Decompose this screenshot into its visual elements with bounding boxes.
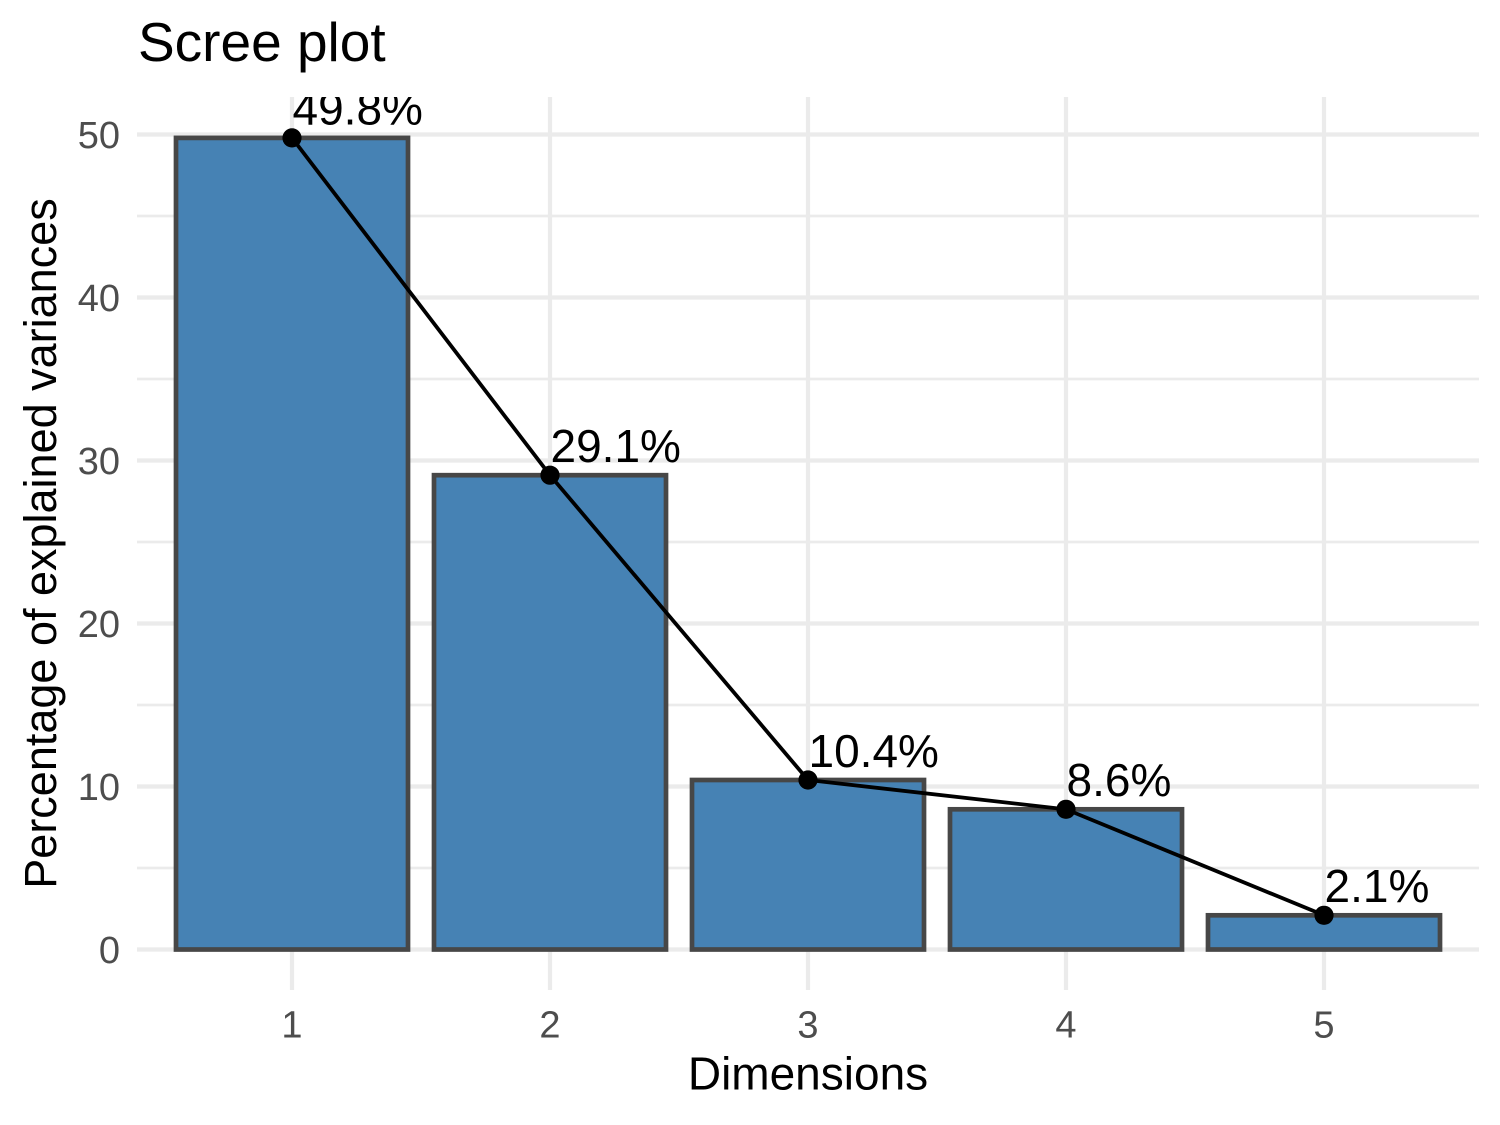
- svg-text:2.1%: 2.1%: [1325, 860, 1430, 912]
- svg-text:1: 1: [281, 1005, 302, 1047]
- svg-text:Scree plot: Scree plot: [138, 11, 386, 73]
- svg-text:Dimensions: Dimensions: [688, 1048, 928, 1100]
- svg-text:10.4%: 10.4%: [809, 725, 939, 777]
- svg-text:50: 50: [78, 115, 120, 157]
- svg-text:10: 10: [78, 767, 120, 809]
- svg-text:4: 4: [1055, 1005, 1076, 1047]
- svg-text:49.8%: 49.8%: [293, 83, 423, 135]
- svg-text:30: 30: [78, 441, 120, 483]
- svg-text:8.6%: 8.6%: [1067, 754, 1172, 806]
- svg-text:3: 3: [797, 1005, 818, 1047]
- svg-text:5: 5: [1313, 1005, 1334, 1047]
- svg-text:2: 2: [539, 1005, 560, 1047]
- svg-text:29.1%: 29.1%: [551, 420, 681, 472]
- svg-text:40: 40: [78, 278, 120, 320]
- svg-text:Percentage of explained varian: Percentage of explained variances: [15, 198, 66, 888]
- svg-text:20: 20: [78, 604, 120, 646]
- svg-text:0: 0: [99, 930, 120, 972]
